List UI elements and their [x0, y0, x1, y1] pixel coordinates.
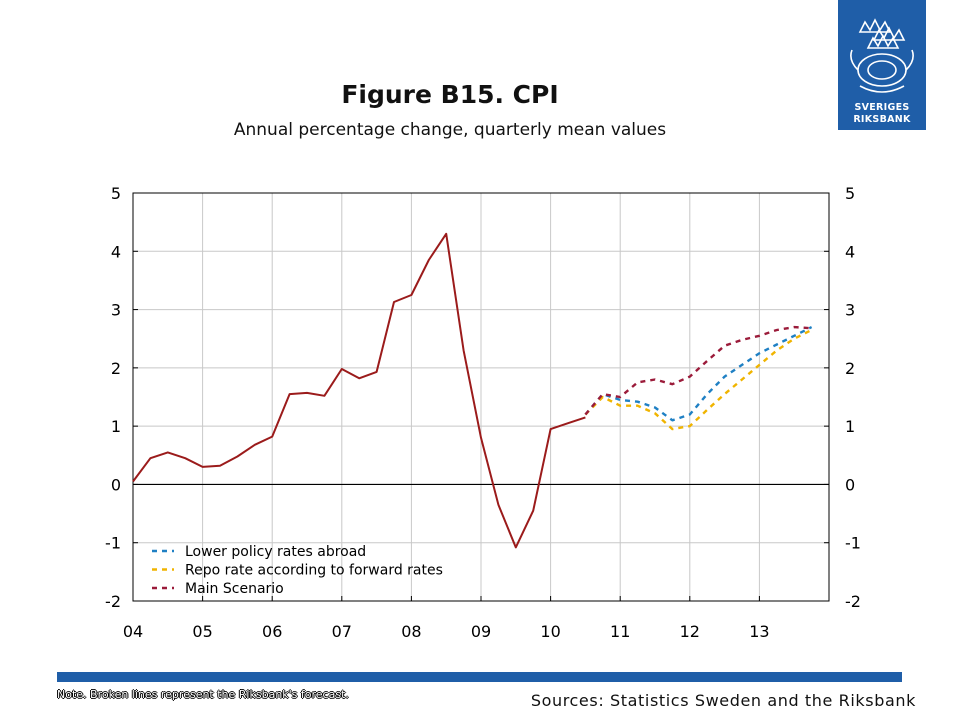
- y-tick-label-right: -2: [845, 592, 861, 611]
- series-line-lower-policy-rates-abroad: [584, 326, 813, 422]
- logo-line-1: SVERIGES: [854, 102, 910, 113]
- series-line-main-scenario: [584, 325, 812, 416]
- x-tick-label: 08: [401, 622, 421, 641]
- y-tick-label-left: -2: [105, 592, 121, 611]
- x-tick-label: 04: [123, 622, 143, 641]
- y-tick-label-right: 0: [845, 475, 855, 494]
- legend-label: Lower policy rates abroad: [185, 544, 366, 560]
- y-tick-label-left: 0: [111, 475, 121, 494]
- y-tick-label-right: 2: [845, 359, 855, 378]
- crown-emblem-icon: [850, 18, 914, 93]
- grid-layer: [133, 192, 829, 602]
- series-line-historical-cpi: [132, 232, 586, 549]
- x-tick-label: 12: [680, 622, 700, 641]
- y-tick-label-right: -1: [845, 534, 861, 553]
- y-tick-label-left: 4: [111, 242, 121, 261]
- legend-label: Repo rate according to forward rates: [185, 563, 443, 579]
- x-tick-label: 05: [192, 622, 212, 641]
- axis-layer: -2 -2-1 -10 01 12 23 34 45 504 05 06 07 08 09 10 11 12 13: [105, 184, 861, 641]
- footnote: Note. Broken lines represent the Riksban…: [57, 688, 349, 701]
- chart-title: Figure B15. CPI: [341, 80, 559, 109]
- y-tick-label-left: 2: [111, 359, 121, 378]
- x-tick-label: 06: [262, 622, 282, 641]
- logo-line-2: RIKSBANK: [853, 114, 911, 125]
- x-tick-label: 13: [749, 622, 769, 641]
- x-tick-label: 07: [332, 622, 352, 641]
- y-tick-label-right: 1: [845, 417, 855, 436]
- x-tick-label: 10: [540, 622, 560, 641]
- legend: Lower policy rates abroad Repo rate accor…: [152, 544, 443, 597]
- chart-subtitle: Annual percentage change, quarterly mean…: [233, 120, 667, 140]
- footer-rule: [57, 672, 902, 682]
- y-tick-label-left: 1: [111, 417, 121, 436]
- source-note: Sources: Statistics Sweden and the Riksb…: [530, 691, 916, 710]
- y-tick-label-right: 4: [845, 242, 855, 261]
- riksbank-logo: SVERIGES RIKSBANK: [838, 0, 926, 130]
- series-layer: [132, 232, 813, 549]
- y-tick-label-left: -1: [105, 534, 121, 553]
- legend-label: Main Scenario: [185, 581, 284, 597]
- x-tick-label: 11: [610, 622, 630, 641]
- y-tick-label-left: 5: [111, 184, 121, 203]
- series-line-repo-rate-according-to-forward-rates: [584, 328, 813, 431]
- y-tick-label-left: 3: [111, 301, 121, 320]
- x-tick-label: 09: [471, 622, 491, 641]
- y-tick-label-right: 5: [845, 184, 855, 203]
- y-tick-label-right: 3: [845, 301, 855, 320]
